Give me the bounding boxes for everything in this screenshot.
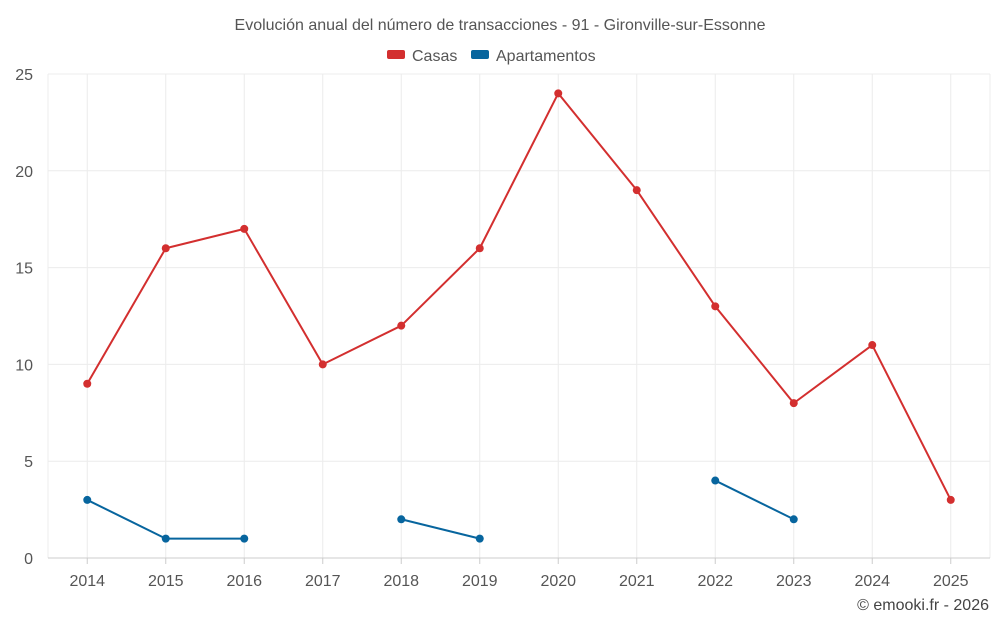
point-apartamentos-2022[interactable] <box>711 476 720 485</box>
point-apartamentos-2016[interactable] <box>240 534 249 543</box>
series-line-apartamentos-1 <box>401 518 480 540</box>
credit-label: © emooki.fr - 2026 <box>857 597 989 614</box>
x-tick-label-2015: 2015 <box>148 573 184 590</box>
point-casas-2015[interactable] <box>161 244 170 253</box>
y-tick-label-20: 20 <box>15 164 33 181</box>
point-apartamentos-2014[interactable] <box>83 495 92 504</box>
x-tick-label-2019: 2019 <box>462 573 498 590</box>
x-tick-label-2021: 2021 <box>619 573 655 590</box>
x-tick-label-2023: 2023 <box>776 573 812 590</box>
legend-item-apartamentos[interactable]: Apartamentos <box>471 48 596 65</box>
legend-label-casas: Casas <box>412 48 457 65</box>
x-tick-label-2024: 2024 <box>854 573 890 590</box>
chart-title: Evolución anual del número de transaccio… <box>235 17 766 34</box>
point-casas-2025[interactable] <box>946 495 955 504</box>
x-tick-label-2022: 2022 <box>697 573 733 590</box>
point-casas-2016[interactable] <box>240 224 249 233</box>
point-casas-2022[interactable] <box>711 302 720 311</box>
x-tick-label-2018: 2018 <box>383 573 419 590</box>
grid <box>47 73 991 558</box>
y-tick-label-25: 25 <box>15 67 33 84</box>
point-casas-2017[interactable] <box>318 360 327 369</box>
point-apartamentos-2019[interactable] <box>475 534 484 543</box>
y-tick-label-15: 15 <box>15 261 33 278</box>
x-tick-label-2017: 2017 <box>305 573 341 590</box>
series-apartamentos <box>83 476 798 543</box>
legend[interactable]: Casas Apartamentos <box>387 48 596 65</box>
y-axis: 0 5 10 15 20 25 <box>15 67 33 568</box>
legend-swatch-casas <box>387 50 405 59</box>
point-casas-2024[interactable] <box>868 341 877 350</box>
x-tick-label-2014: 2014 <box>69 573 105 590</box>
point-casas-2023[interactable] <box>789 399 798 408</box>
point-apartamentos-2018[interactable] <box>397 515 406 524</box>
x-tick-label-2025: 2025 <box>933 573 969 590</box>
series-casas <box>83 89 955 504</box>
x-tick-label-2020: 2020 <box>540 573 576 590</box>
series-line-casas-0 <box>86 92 952 501</box>
legend-label-apartamentos: Apartamentos <box>496 48 596 65</box>
y-tick-label-0: 0 <box>24 551 33 568</box>
x-tick-label-2016: 2016 <box>226 573 262 590</box>
x-axis: 2014 2015 2016 2017 2018 2019 2020 2021 2022 2023… <box>48 557 990 590</box>
legend-item-casas[interactable]: Casas <box>387 48 457 65</box>
series <box>83 89 955 543</box>
y-tick-label-10: 10 <box>15 357 33 374</box>
point-casas-2019[interactable] <box>475 244 484 253</box>
legend-swatch-apartamentos <box>471 50 489 59</box>
point-casas-2020[interactable] <box>554 89 563 98</box>
point-apartamentos-2015[interactable] <box>161 534 170 543</box>
point-casas-2014[interactable] <box>83 379 92 388</box>
point-apartamentos-2023[interactable] <box>789 515 798 524</box>
point-casas-2018[interactable] <box>397 321 406 330</box>
point-casas-2021[interactable] <box>632 186 641 195</box>
series-line-apartamentos-2 <box>714 479 795 521</box>
y-tick-label-5: 5 <box>24 454 33 471</box>
